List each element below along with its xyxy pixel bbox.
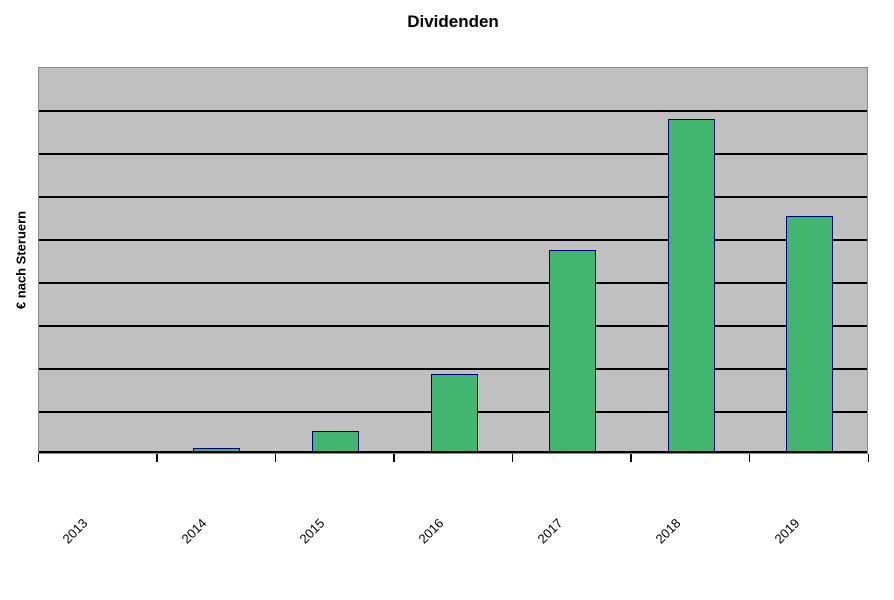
x-axis-tick [37, 454, 39, 462]
plot-area [38, 67, 868, 454]
gridline [39, 196, 867, 198]
bar-2018 [667, 119, 715, 453]
chart-title: Dividenden [407, 12, 499, 31]
gridline [39, 325, 867, 327]
x-axis-label-2017: 2017 [534, 515, 566, 547]
x-axis-tick [511, 454, 514, 462]
gridline [39, 110, 867, 112]
x-axis-label-2014: 2014 [178, 515, 210, 547]
x-axis-tick [630, 454, 632, 462]
gridline [39, 153, 867, 155]
x-axis-label-2015: 2015 [296, 515, 328, 547]
x-axis-tick [393, 454, 395, 462]
x-axis-line [39, 451, 867, 453]
x-axis-label-2019: 2019 [771, 515, 803, 547]
x-axis-tick [274, 454, 277, 462]
bar-2017 [549, 250, 597, 453]
gridline [39, 239, 867, 241]
x-axis-label-2018: 2018 [652, 515, 684, 547]
x-axis-tick [156, 454, 158, 462]
bar-2015 [311, 431, 359, 453]
y-axis-label: € nach Steruern [13, 210, 29, 310]
x-axis-label-2016: 2016 [415, 515, 447, 547]
bar-2019 [786, 216, 834, 453]
x-axis-tick [748, 454, 751, 462]
x-axis-label-2013: 2013 [59, 515, 91, 547]
gridline [39, 368, 867, 370]
bar-2016 [430, 374, 478, 453]
x-axis-tick [867, 454, 869, 462]
gridline [39, 282, 867, 284]
